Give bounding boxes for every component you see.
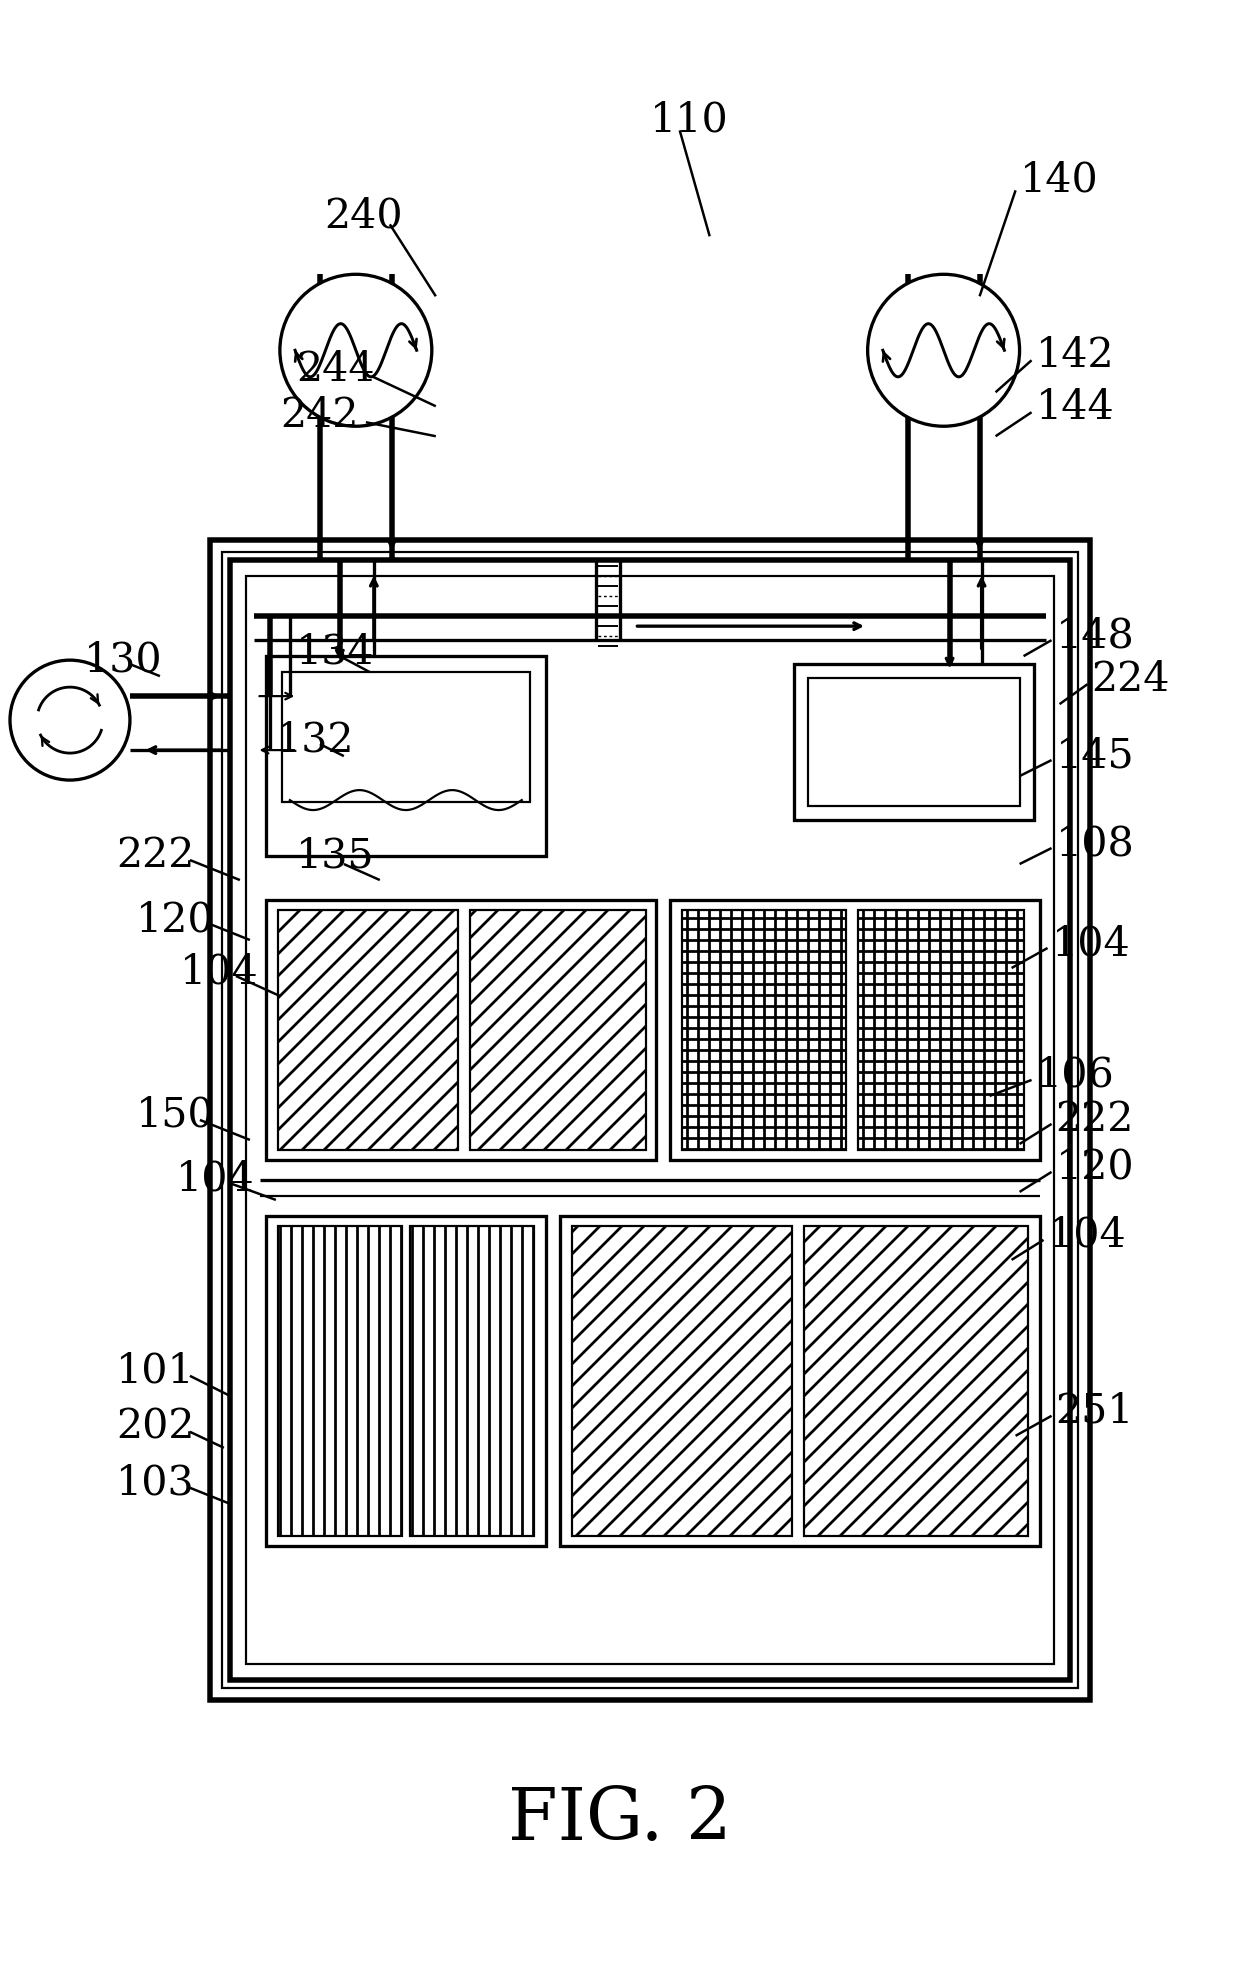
Bar: [222, 552, 1077, 1687]
Text: 140: 140: [1020, 160, 1098, 200]
Bar: [857, 911, 1023, 1150]
Text: 104: 104: [1051, 925, 1130, 964]
Text: 224: 224: [1092, 659, 1170, 701]
Bar: [571, 1226, 792, 1536]
Text: 150: 150: [136, 1097, 214, 1137]
Text: 244: 244: [296, 350, 374, 390]
Text: 104: 104: [180, 952, 259, 992]
Text: 222: 222: [116, 836, 195, 875]
Text: 101: 101: [116, 1352, 195, 1392]
Text: 222: 222: [1056, 1101, 1134, 1140]
Text: 202: 202: [116, 1408, 195, 1447]
Bar: [209, 541, 1089, 1699]
Bar: [281, 671, 529, 802]
Text: 108: 108: [1056, 824, 1134, 863]
Bar: [266, 1216, 545, 1546]
Text: 120: 120: [136, 901, 214, 940]
Text: 145: 145: [1056, 737, 1134, 776]
Text: 242: 242: [280, 396, 358, 436]
Circle shape: [10, 659, 130, 780]
Bar: [410, 1226, 534, 1536]
Text: FIG. 2: FIG. 2: [508, 1784, 731, 1855]
Text: 110: 110: [649, 101, 729, 141]
Bar: [266, 901, 655, 1160]
Text: 251: 251: [1056, 1392, 1134, 1432]
Bar: [245, 576, 1053, 1663]
Text: 104: 104: [176, 1160, 254, 1200]
Bar: [669, 901, 1040, 1160]
Bar: [470, 911, 646, 1150]
Circle shape: [280, 275, 431, 426]
Text: 103: 103: [116, 1463, 195, 1503]
Bar: [793, 663, 1033, 820]
Text: 120: 120: [1056, 1148, 1134, 1188]
Text: 142: 142: [1035, 337, 1114, 376]
Text: 144: 144: [1035, 388, 1114, 428]
Bar: [560, 1216, 1040, 1546]
Text: 106: 106: [1035, 1055, 1114, 1097]
Bar: [681, 911, 845, 1150]
Bar: [278, 1226, 401, 1536]
Bar: [803, 1226, 1027, 1536]
Text: 134: 134: [296, 632, 374, 671]
Bar: [808, 677, 1020, 806]
Bar: [278, 911, 457, 1150]
Text: 148: 148: [1056, 616, 1134, 655]
Circle shape: [867, 275, 1020, 426]
Text: 104: 104: [1047, 1216, 1126, 1255]
Text: 132: 132: [276, 721, 354, 760]
Text: 135: 135: [296, 836, 374, 875]
Text: 240: 240: [323, 196, 403, 236]
Text: 130: 130: [84, 640, 162, 681]
Bar: [229, 560, 1069, 1679]
Bar: [266, 655, 545, 855]
